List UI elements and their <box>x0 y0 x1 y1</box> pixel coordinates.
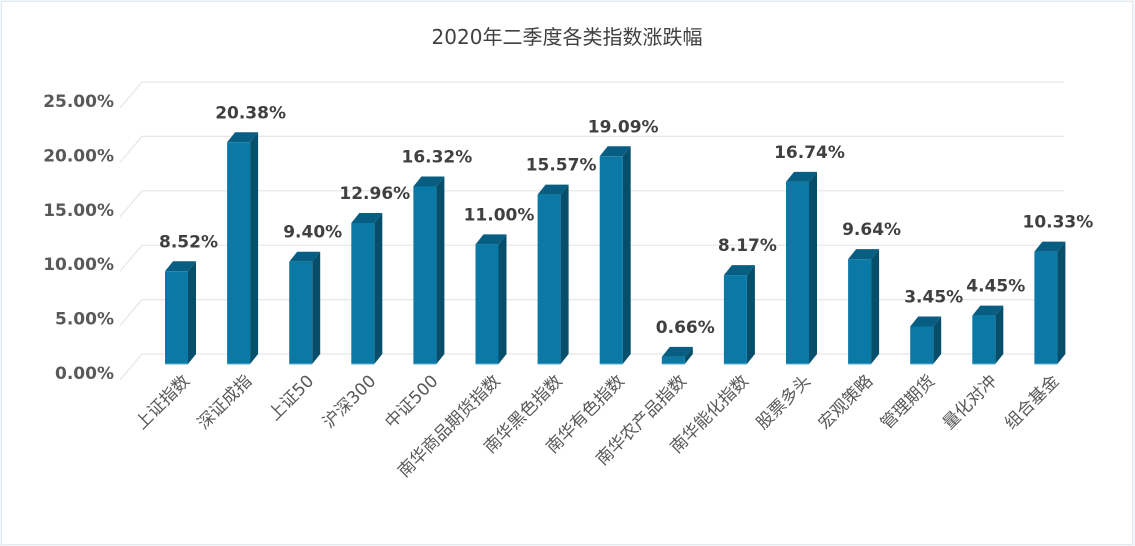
x-category-label: 沪深300 <box>319 371 380 432</box>
bar-9 <box>661 346 693 365</box>
bar-4 <box>351 212 383 365</box>
x-category-label: 上证50 <box>265 371 318 424</box>
data-label: 15.57% <box>526 156 597 176</box>
x-category-label: 组合基金 <box>1001 371 1063 433</box>
data-label: 3.45% <box>904 287 963 307</box>
data-label: 12.96% <box>339 184 410 204</box>
bar-1 <box>165 261 196 365</box>
y-tick-label: 0.00% <box>55 364 114 384</box>
y-tick-label: 5.00% <box>55 310 114 330</box>
data-label: 16.74% <box>774 143 845 163</box>
data-label: 20.38% <box>215 103 286 123</box>
y-tick-label: 10.00% <box>43 255 114 275</box>
bar-12 <box>848 249 880 365</box>
data-label: 11.00% <box>464 205 535 225</box>
bar-15 <box>1034 241 1066 365</box>
x-category-label: 上证指数 <box>132 371 194 433</box>
bar-3 <box>289 251 321 365</box>
x-category-label: 股票多头 <box>753 371 815 433</box>
y-tick-label: 20.00% <box>43 146 114 166</box>
bar-7 <box>537 184 569 365</box>
bar-11 <box>786 171 817 365</box>
x-category-label: 深证成指 <box>194 371 256 433</box>
x-category-label: 宏观策略 <box>815 371 877 433</box>
bar-13 <box>910 316 942 365</box>
bars <box>165 132 1066 365</box>
data-label: 0.66% <box>656 318 715 338</box>
data-label: 9.40% <box>283 223 342 243</box>
bar-8 <box>599 146 631 365</box>
y-tick-label: 25.00% <box>43 92 114 112</box>
data-label: 9.64% <box>842 220 901 240</box>
chart-title: 2020年二季度各类指数涨跌幅 <box>432 25 703 49</box>
y-tick-label: 15.00% <box>43 201 114 221</box>
x-category-label: 管理期货 <box>877 371 939 433</box>
data-label: 8.52% <box>159 232 218 252</box>
x-category-label: 量化对冲 <box>939 371 1001 433</box>
data-label: 10.33% <box>1022 213 1093 233</box>
bar-6 <box>475 234 507 365</box>
x-category-label: 中证500 <box>381 371 442 432</box>
bar-14 <box>972 305 1004 365</box>
bar-2 <box>227 132 259 365</box>
bar-5 <box>413 176 445 365</box>
data-label: 8.17% <box>718 236 777 256</box>
data-label: 16.32% <box>401 147 472 167</box>
data-label: 4.45% <box>966 277 1025 297</box>
data-label: 19.09% <box>588 117 659 137</box>
bar-10 <box>723 265 755 365</box>
